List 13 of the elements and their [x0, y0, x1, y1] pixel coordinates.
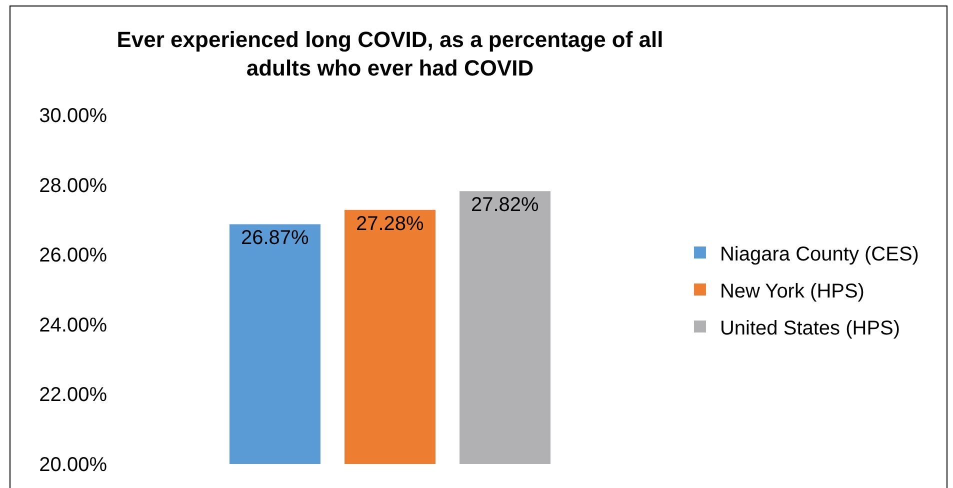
chart-title: Ever experienced long COVID, as a percentage of all adults who ever had COVID: [116, 27, 664, 81]
y-tick-label: 28.00%: [39, 174, 108, 197]
legend-label: Niagara County (CES): [720, 243, 919, 266]
y-tick-label: 24.00%: [39, 314, 108, 336]
legend-label: New York (HPS): [720, 280, 864, 302]
y-tick-label: 26.00%: [39, 244, 108, 267]
y-tick-label: 20.00%: [39, 454, 108, 476]
y-tick-label: 30.00%: [39, 105, 108, 127]
legend-label: United States (HPS): [720, 317, 900, 340]
data-label: 26.87%: [240, 227, 310, 250]
y-tick-label: 22.00%: [39, 384, 108, 406]
data-label: 27.82%: [470, 194, 540, 216]
data-label: 27.28%: [356, 212, 424, 235]
